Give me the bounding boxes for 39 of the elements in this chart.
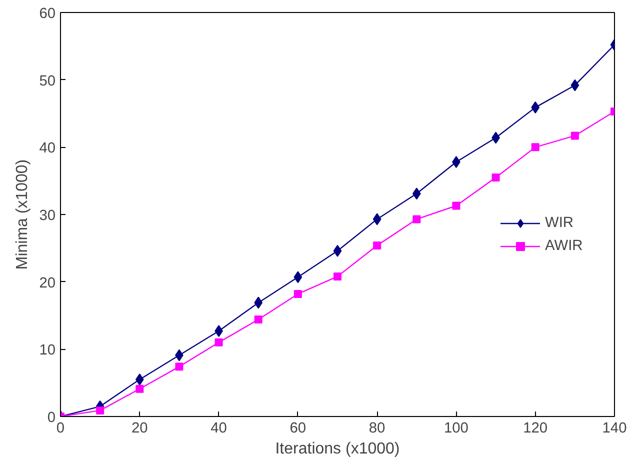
point xyxy=(334,272,342,280)
point xyxy=(452,202,460,210)
x-tick-label: 40 xyxy=(210,420,227,436)
legend-label: AWIR xyxy=(545,238,583,254)
point xyxy=(492,173,500,182)
point xyxy=(136,384,144,393)
point xyxy=(531,101,540,114)
point xyxy=(135,373,144,386)
y-tick-label: 40 xyxy=(39,140,56,157)
point xyxy=(531,143,540,152)
point xyxy=(214,338,223,346)
point xyxy=(254,316,262,324)
y-tick-label: 20 xyxy=(39,275,56,292)
point xyxy=(412,188,421,200)
y-tick-label: 10 xyxy=(39,342,56,359)
x-tick-label: 100 xyxy=(444,420,468,436)
x-tick-label: 140 xyxy=(602,420,627,436)
point xyxy=(373,241,382,250)
point xyxy=(333,244,342,257)
y-axis-title: Minima (x1000) xyxy=(14,159,32,270)
point xyxy=(570,132,579,140)
y-tick-label: 50 xyxy=(39,73,56,90)
x-tick-label: 80 xyxy=(368,420,386,436)
legend-label: WIR xyxy=(545,215,574,231)
x-axis-title: Iterations (x1000) xyxy=(275,440,400,458)
x-tick-label: 120 xyxy=(523,420,548,436)
y-tick-label: 30 xyxy=(39,208,56,224)
x-tick-label: 60 xyxy=(290,420,306,436)
y-tick-label: 60 xyxy=(39,6,56,22)
point xyxy=(294,271,302,284)
point xyxy=(372,213,382,226)
point xyxy=(175,362,184,371)
y-tick-label: 0 xyxy=(47,410,56,426)
point xyxy=(96,406,104,414)
point xyxy=(412,215,421,224)
point xyxy=(254,296,263,309)
point xyxy=(294,290,302,298)
point xyxy=(570,79,580,92)
x-tick-label: 20 xyxy=(131,420,148,436)
